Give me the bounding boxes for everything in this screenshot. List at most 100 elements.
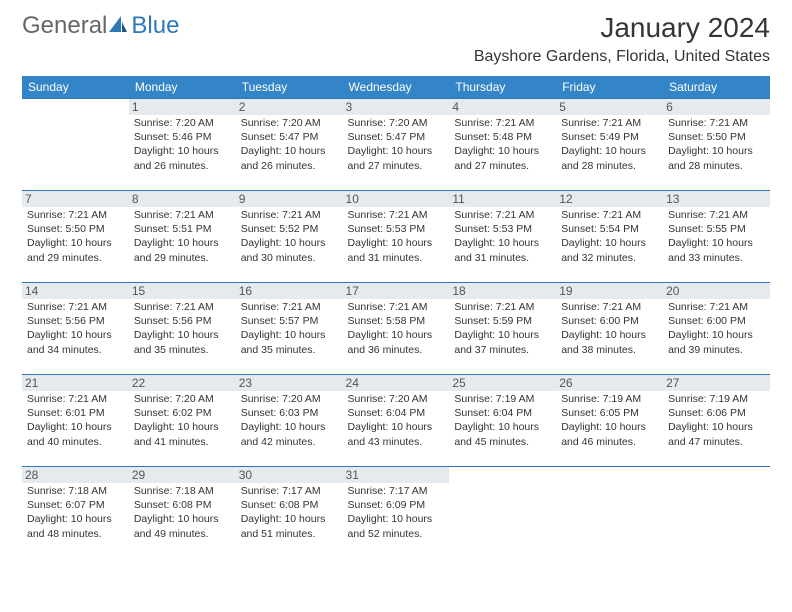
sun-info-line: Daylight: 10 hours <box>134 144 231 158</box>
day-number: 19 <box>556 283 663 299</box>
sun-info: Sunrise: 7:21 AMSunset: 5:48 PMDaylight:… <box>454 116 551 173</box>
sun-info: Sunrise: 7:20 AMSunset: 6:02 PMDaylight:… <box>134 392 231 449</box>
calendar-day-cell: 18Sunrise: 7:21 AMSunset: 5:59 PMDayligh… <box>449 283 556 375</box>
sun-info: Sunrise: 7:19 AMSunset: 6:06 PMDaylight:… <box>668 392 765 449</box>
sun-info-line: and 38 minutes. <box>561 343 658 357</box>
sun-info: Sunrise: 7:21 AMSunset: 5:59 PMDaylight:… <box>454 300 551 357</box>
sun-info-line: Daylight: 10 hours <box>27 420 124 434</box>
sun-info-line: Daylight: 10 hours <box>27 512 124 526</box>
sun-info: Sunrise: 7:20 AMSunset: 5:47 PMDaylight:… <box>348 116 445 173</box>
calendar-day-cell: 8Sunrise: 7:21 AMSunset: 5:51 PMDaylight… <box>129 191 236 283</box>
sun-info-line: Sunrise: 7:21 AM <box>27 392 124 406</box>
sun-info-line: Daylight: 10 hours <box>668 144 765 158</box>
sun-info-line: Daylight: 10 hours <box>348 420 445 434</box>
sun-info-line: Sunrise: 7:21 AM <box>348 300 445 314</box>
sun-info-line: Daylight: 10 hours <box>241 236 338 250</box>
sun-info: Sunrise: 7:21 AMSunset: 5:56 PMDaylight:… <box>27 300 124 357</box>
sun-info-line: Sunset: 5:56 PM <box>27 314 124 328</box>
day-number: 27 <box>663 375 770 391</box>
sun-info: Sunrise: 7:21 AMSunset: 5:57 PMDaylight:… <box>241 300 338 357</box>
calendar-day-cell: 7Sunrise: 7:21 AMSunset: 5:50 PMDaylight… <box>22 191 129 283</box>
sun-info-line: and 34 minutes. <box>27 343 124 357</box>
day-number: 25 <box>449 375 556 391</box>
sun-info-line: and 51 minutes. <box>241 527 338 541</box>
sun-info-line: and 27 minutes. <box>348 159 445 173</box>
day-number: 16 <box>236 283 343 299</box>
sun-info-line: Daylight: 10 hours <box>561 328 658 342</box>
logo-sail-icon <box>107 14 129 36</box>
sun-info: Sunrise: 7:21 AMSunset: 6:00 PMDaylight:… <box>561 300 658 357</box>
sun-info-line: and 36 minutes. <box>348 343 445 357</box>
sun-info-line: Sunrise: 7:21 AM <box>134 208 231 222</box>
sun-info-line: Sunset: 6:01 PM <box>27 406 124 420</box>
sun-info-line: Sunset: 6:00 PM <box>561 314 658 328</box>
weekday-header: Thursday <box>449 76 556 99</box>
sun-info: Sunrise: 7:21 AMSunset: 5:55 PMDaylight:… <box>668 208 765 265</box>
logo-text-1: General <box>22 12 107 40</box>
sun-info-line: and 40 minutes. <box>27 435 124 449</box>
day-number: 15 <box>129 283 236 299</box>
calendar-day-cell: 4Sunrise: 7:21 AMSunset: 5:48 PMDaylight… <box>449 99 556 191</box>
day-number: 4 <box>449 99 556 115</box>
weekday-header: Friday <box>556 76 663 99</box>
sun-info-line: Sunset: 5:50 PM <box>668 130 765 144</box>
sun-info-line: Sunset: 5:57 PM <box>241 314 338 328</box>
sun-info-line: Daylight: 10 hours <box>134 420 231 434</box>
sun-info-line: Daylight: 10 hours <box>454 328 551 342</box>
sun-info-line: and 43 minutes. <box>348 435 445 449</box>
day-number: 29 <box>129 467 236 483</box>
day-number-blank <box>22 99 129 115</box>
day-number: 26 <box>556 375 663 391</box>
sun-info-line: Daylight: 10 hours <box>27 328 124 342</box>
day-number: 23 <box>236 375 343 391</box>
sun-info: Sunrise: 7:21 AMSunset: 5:56 PMDaylight:… <box>134 300 231 357</box>
sun-info-line: Daylight: 10 hours <box>134 328 231 342</box>
calendar-day-cell: 29Sunrise: 7:18 AMSunset: 6:08 PMDayligh… <box>129 467 236 559</box>
day-number: 1 <box>129 99 236 115</box>
calendar-day-cell: 31Sunrise: 7:17 AMSunset: 6:09 PMDayligh… <box>343 467 450 559</box>
day-number: 5 <box>556 99 663 115</box>
sun-info-line: Daylight: 10 hours <box>348 236 445 250</box>
sun-info-line: Sunrise: 7:20 AM <box>241 116 338 130</box>
sun-info-line: Daylight: 10 hours <box>241 144 338 158</box>
sun-info: Sunrise: 7:18 AMSunset: 6:07 PMDaylight:… <box>27 484 124 541</box>
sun-info-line: Sunrise: 7:19 AM <box>561 392 658 406</box>
sun-info-line: Daylight: 10 hours <box>668 236 765 250</box>
sun-info-line: Sunset: 6:06 PM <box>668 406 765 420</box>
sun-info-line: Sunset: 5:53 PM <box>348 222 445 236</box>
day-number: 9 <box>236 191 343 207</box>
sun-info-line: and 52 minutes. <box>348 527 445 541</box>
sun-info-line: Daylight: 10 hours <box>348 144 445 158</box>
sun-info-line: and 29 minutes. <box>27 251 124 265</box>
calendar-day-cell: 21Sunrise: 7:21 AMSunset: 6:01 PMDayligh… <box>22 375 129 467</box>
sun-info-line: Daylight: 10 hours <box>668 420 765 434</box>
sun-info: Sunrise: 7:20 AMSunset: 5:46 PMDaylight:… <box>134 116 231 173</box>
sun-info: Sunrise: 7:19 AMSunset: 6:05 PMDaylight:… <box>561 392 658 449</box>
sun-info-line: Sunset: 5:49 PM <box>561 130 658 144</box>
sun-info-line: Sunrise: 7:21 AM <box>668 300 765 314</box>
day-number: 13 <box>663 191 770 207</box>
sun-info-line: Sunset: 5:50 PM <box>27 222 124 236</box>
sun-info-line: Sunset: 6:03 PM <box>241 406 338 420</box>
sun-info-line: and 29 minutes. <box>134 251 231 265</box>
sun-info-line: Sunset: 6:00 PM <box>668 314 765 328</box>
page-header: General Blue January 2024 Bayshore Garde… <box>22 12 770 70</box>
calendar-day-cell: 5Sunrise: 7:21 AMSunset: 5:49 PMDaylight… <box>556 99 663 191</box>
sun-info-line: and 45 minutes. <box>454 435 551 449</box>
logo: General Blue <box>22 12 179 40</box>
day-number-blank <box>556 467 663 483</box>
day-number: 12 <box>556 191 663 207</box>
calendar-day-cell: 2Sunrise: 7:20 AMSunset: 5:47 PMDaylight… <box>236 99 343 191</box>
calendar-day-cell: 9Sunrise: 7:21 AMSunset: 5:52 PMDaylight… <box>236 191 343 283</box>
day-number: 21 <box>22 375 129 391</box>
sun-info-line: and 46 minutes. <box>561 435 658 449</box>
calendar-day-cell: 24Sunrise: 7:20 AMSunset: 6:04 PMDayligh… <box>343 375 450 467</box>
calendar-day-cell: 11Sunrise: 7:21 AMSunset: 5:53 PMDayligh… <box>449 191 556 283</box>
day-number: 11 <box>449 191 556 207</box>
sun-info: Sunrise: 7:21 AMSunset: 6:00 PMDaylight:… <box>668 300 765 357</box>
calendar-day-cell: 10Sunrise: 7:21 AMSunset: 5:53 PMDayligh… <box>343 191 450 283</box>
sun-info-line: Daylight: 10 hours <box>27 236 124 250</box>
day-number: 24 <box>343 375 450 391</box>
day-number: 10 <box>343 191 450 207</box>
sun-info-line: and 27 minutes. <box>454 159 551 173</box>
